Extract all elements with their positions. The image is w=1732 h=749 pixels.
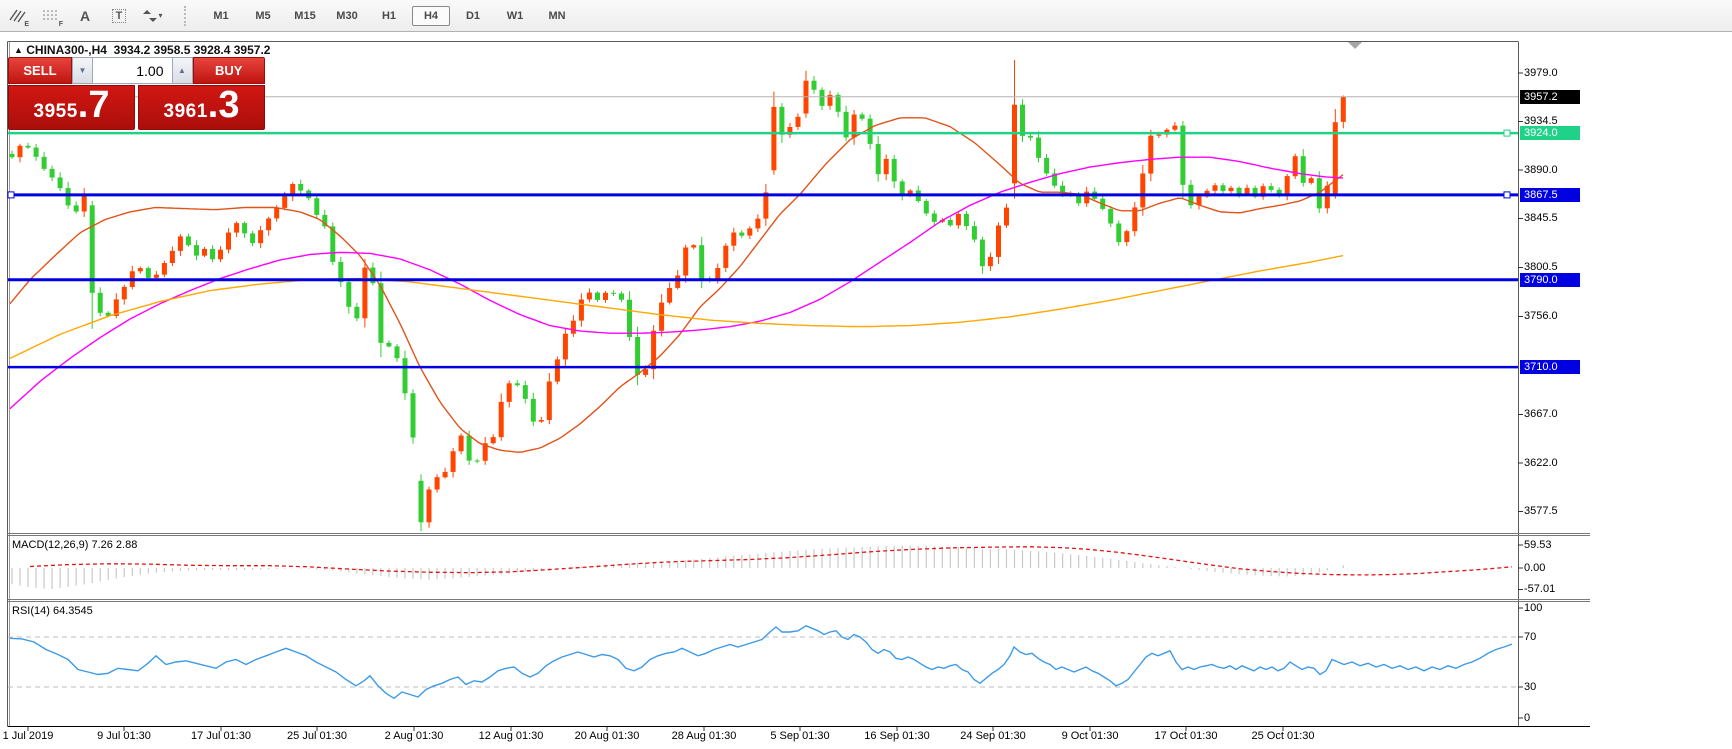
timeframe-button-d1[interactable]: D1	[465, 9, 481, 22]
time-tick-label: 24 Sep 01:30	[960, 730, 1026, 742]
one-click-trading-panel: SELL ▼ 1.00 ▲ BUY 3955.7 3961.3	[8, 57, 265, 130]
chart-symbol-title: ▲ CHINA300-,H4 3934.2 3958.5 3928.4 3957…	[14, 43, 270, 57]
timeframe-button-m5[interactable]: M5	[255, 9, 271, 22]
volume-input[interactable]: 1.00	[93, 57, 172, 84]
price-tick-label: 3622.0	[1524, 456, 1558, 469]
hline-handle-icon[interactable]	[1503, 191, 1511, 199]
price-box-label: 3710.0	[1520, 360, 1580, 375]
chart-shift-marker-icon[interactable]	[1348, 42, 1362, 49]
price-tick-label: 3979.0	[1524, 66, 1558, 79]
time-tick-label: 28 Aug 01:30	[671, 730, 737, 742]
macd-signal-line	[29, 546, 1513, 576]
price-tick-label: 3667.0	[1524, 408, 1558, 420]
price-tick-label: 3934.5	[1524, 115, 1558, 127]
ma-fast	[9, 117, 1344, 453]
price-box-label: 3867.5	[1520, 187, 1580, 202]
buy-button[interactable]: BUY	[192, 57, 265, 84]
toolbar-grip	[184, 5, 192, 26]
price-tick-label: 3577.5	[1524, 505, 1558, 517]
timeframe-button-h4[interactable]: H4	[412, 5, 450, 26]
rsi-axis-label: 30	[1524, 680, 1537, 693]
bid-price-button[interactable]: 3955.7	[8, 85, 135, 130]
grid-fibonacci-icon[interactable]: F	[36, 3, 66, 29]
time-tick-label: 9 Oct 01:30	[1061, 730, 1119, 742]
time-tick-label: 9 Jul 01:30	[97, 730, 151, 742]
ask-price-frac: .3	[207, 84, 240, 126]
toolbar: E F A T ▾ M1 M5 M15 M30 H1 H4 D1 W1 MN	[0, 0, 1732, 32]
candles-layer	[9, 59, 1346, 532]
timeframe-group: M1 M5 M15 M30 H1 H4 D1 W1 MN	[200, 5, 578, 26]
timeframe-button-mn[interactable]: MN	[548, 9, 566, 22]
time-tick-label: 25 Oct 01:30	[1251, 730, 1315, 742]
price-tick-label: 3756.0	[1524, 310, 1558, 322]
volume-decrease-button[interactable]: ▼	[72, 57, 93, 84]
time-tick-label: 20 Aug 01:30	[574, 730, 640, 742]
rsi-axis-label: 100	[1524, 601, 1543, 614]
time-tick-label: 17 Jul 01:30	[191, 730, 251, 742]
macd-panel	[11, 545, 1344, 589]
time-tick-label: 2 Aug 01:30	[384, 730, 444, 742]
text-label-icon[interactable]: A	[79, 7, 91, 24]
price-tick-label: 3845.5	[1524, 212, 1558, 224]
time-tick-label: 25 Jul 01:30	[287, 730, 347, 742]
ask-price-button[interactable]: 3961.3	[138, 85, 265, 130]
rsi-label: RSI(14) 64.3545	[12, 605, 93, 617]
hline-handle-icon[interactable]	[1503, 129, 1511, 137]
time-tick-label: 1 Jul 2019	[2, 730, 54, 742]
ma-slow	[9, 254, 1344, 360]
macd-label: MACD(12,26,9) 7.26 2.88	[12, 539, 138, 551]
macd-axis-label: -57.01	[1524, 583, 1556, 595]
price-box-label: 3790.0	[1520, 272, 1580, 287]
price-box-label: 3924.0	[1520, 126, 1580, 141]
ma-mid	[9, 156, 1344, 410]
time-tick-label: 17 Oct 01:30	[1154, 730, 1218, 742]
timeframe-button-m15[interactable]: M15	[294, 9, 316, 22]
bid-price-frac: .7	[77, 84, 110, 126]
rsi-axis-label: 0	[1524, 711, 1531, 724]
rsi-axis-label: 70	[1524, 630, 1537, 643]
ask-price-int: 3961	[163, 101, 208, 122]
price-tick-label: 3890.0	[1524, 163, 1558, 176]
chart-hatch-expert-icon[interactable]: E	[2, 3, 32, 29]
arrange-objects-icon[interactable]: ▾	[138, 3, 168, 29]
price-box-label: 3957.2	[1520, 89, 1580, 104]
ohlc-values: 3934.2 3958.5 3928.4 3957.2	[113, 43, 271, 57]
text-box-icon[interactable]: T	[104, 3, 134, 29]
price-tick-label: 3800.5	[1524, 261, 1558, 273]
rsi-line	[9, 625, 1513, 700]
time-tick-label: 16 Sep 01:30	[864, 730, 930, 742]
timeframe-button-w1[interactable]: W1	[506, 9, 524, 22]
time-tick-label: 12 Aug 01:30	[478, 730, 544, 742]
sell-button[interactable]: SELL	[8, 57, 72, 84]
hline-handle-icon[interactable]	[7, 191, 15, 199]
volume-increase-button[interactable]: ▲	[171, 57, 193, 84]
bid-price-int: 3955	[33, 101, 78, 122]
collapse-arrow-icon[interactable]: ▲	[14, 45, 23, 55]
symbol-name: CHINA300-,H4	[26, 43, 107, 57]
macd-axis-label: 0.00	[1524, 561, 1546, 574]
timeframe-button-m1[interactable]: M1	[213, 9, 229, 22]
timeframe-button-h1[interactable]: H1	[381, 9, 397, 22]
timeframe-button-m30[interactable]: M30	[336, 9, 358, 22]
time-tick-label: 5 Sep 01:30	[770, 730, 830, 742]
macd-axis-label: 59.53	[1524, 538, 1552, 551]
